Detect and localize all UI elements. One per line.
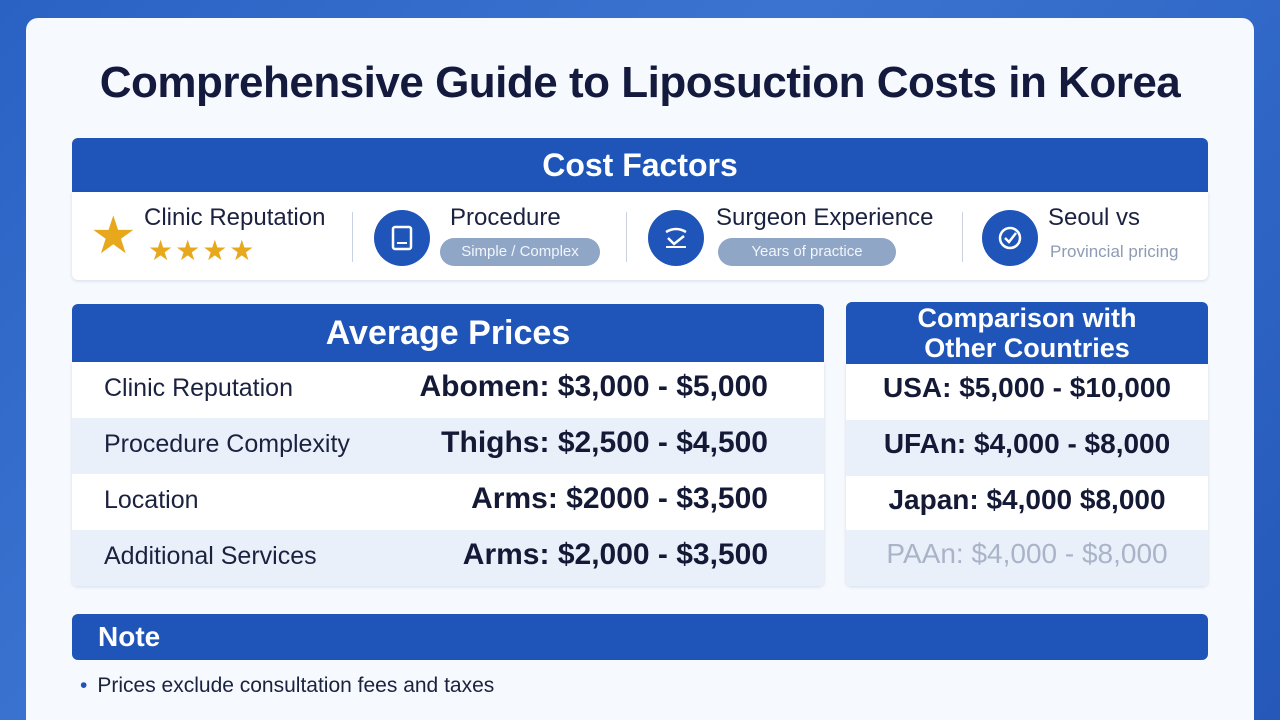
factor-surgeon-experience: Surgeon Experience Years of practice (628, 192, 962, 280)
comparison-table: USA: $5,000 - $10,000 UFAn: $4,000 - $8,… (846, 364, 1208, 586)
note-header: Note (72, 614, 1208, 660)
table-row: Clinic Reputation Abomen: $3,000 - $5,00… (72, 362, 824, 418)
rating-stars: ★★★★ (148, 235, 257, 266)
cost-factors-panel: ★ Clinic Reputation ★★★★ Procedure Simpl… (72, 192, 1208, 280)
document-icon (374, 210, 430, 266)
factor-clinic-reputation: ★ Clinic Reputation ★★★★ (72, 192, 352, 280)
row-price: Abomen: $3,000 - $5,000 (419, 370, 768, 403)
page-title: Comprehensive Guide to Liposuction Costs… (99, 58, 1181, 107)
table-row: Location Arms: $2000 - $3,500 (72, 474, 824, 530)
row-price: Arms: $2000 - $3,500 (471, 482, 768, 515)
factor-label: Clinic Reputation (144, 204, 326, 231)
divider (352, 212, 353, 262)
country-price: Japan: $4,000 $8,000 (888, 484, 1166, 515)
table-row: UFAn: $4,000 - $8,000 (846, 420, 1208, 476)
factor-location: Seoul vs Provincial pricing (964, 192, 1208, 280)
table-row: Japan: $4,000 $8,000 (846, 476, 1208, 532)
table-row: PAAn: $4,000 - $8,000 (846, 530, 1208, 586)
factor-procedure: Procedure Simple / Complex (354, 192, 626, 280)
bullet-icon: • (80, 674, 88, 697)
average-prices-header: Average Prices (72, 304, 824, 362)
surgeon-icon (648, 210, 704, 266)
comparison-header: Comparison with Other Countries (846, 302, 1208, 364)
divider (626, 212, 627, 262)
country-price: PAAn: $4,000 - $8,000 (886, 538, 1168, 569)
location-subtext: Provincial pricing (1050, 242, 1179, 261)
country-price: USA: $5,000 - $10,000 (883, 372, 1171, 403)
comparison-header-line1: Comparison with (917, 303, 1137, 333)
country-price: UFAn: $4,000 - $8,000 (883, 428, 1171, 459)
note-item: • Prices exclude consultation fees and ta… (80, 674, 494, 698)
factor-label: Surgeon Experience (716, 204, 934, 231)
row-factor: Location (104, 486, 199, 514)
row-price: Thighs: $2,500 - $4,500 (441, 426, 768, 459)
star-icon: ★ (90, 207, 137, 265)
location-icon (982, 210, 1038, 266)
row-factor: Additional Services (104, 542, 317, 570)
comparison-header-line2: Other Countries (924, 333, 1130, 363)
procedure-pill: Simple / Complex (440, 238, 600, 266)
note-text: Prices exclude consultation fees and tax… (97, 674, 495, 697)
factor-label: Seoul vs (1048, 204, 1141, 231)
row-price: Arms: $2,000 - $3,500 (462, 538, 768, 571)
row-factor: Procedure Complexity (104, 430, 350, 458)
divider (962, 212, 963, 262)
table-row: USA: $5,000 - $10,000 (846, 364, 1208, 420)
factor-label: Procedure (450, 204, 561, 231)
table-row: Additional Services Arms: $2,000 - $3,50… (72, 530, 824, 586)
cost-factors-header: Cost Factors (72, 138, 1208, 192)
average-prices-table: Clinic Reputation Abomen: $3,000 - $5,00… (72, 362, 824, 586)
table-row: Procedure Complexity Thighs: $2,500 - $4… (72, 418, 824, 474)
experience-pill: Years of practice (718, 238, 896, 266)
row-factor: Clinic Reputation (104, 374, 293, 402)
